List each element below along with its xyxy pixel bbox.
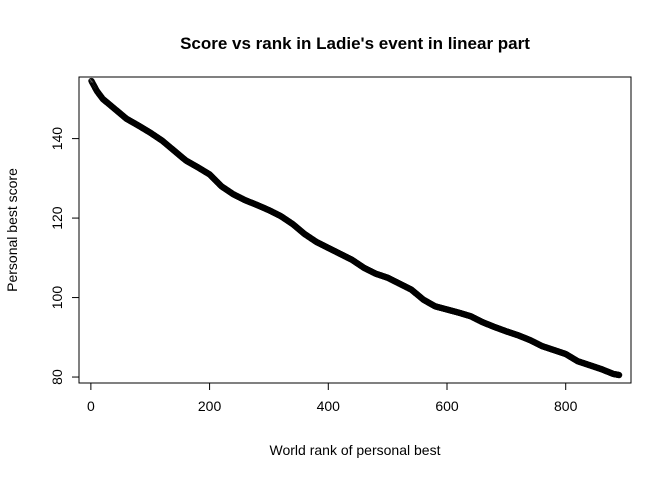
x-tick-label: 600 (435, 398, 459, 414)
plot-frame (78, 76, 632, 384)
data-points (88, 77, 623, 379)
y-axis: 80 100 120 140 (49, 127, 80, 385)
x-axis: 0 200 400 600 800 (87, 382, 578, 414)
data-point (615, 371, 623, 379)
chart-title: Score vs rank in Ladie's event in linear… (180, 34, 530, 53)
y-tick-label: 100 (49, 286, 65, 310)
x-tick-label: 0 (87, 398, 95, 414)
y-tick-label: 140 (49, 127, 65, 151)
x-tick-label: 400 (317, 398, 341, 414)
x-axis-label: World rank of personal best (270, 442, 441, 458)
y-tick-label: 80 (49, 369, 65, 385)
y-axis-label: Personal best score (4, 168, 20, 292)
x-tick-label: 200 (198, 398, 222, 414)
y-tick-label: 120 (49, 206, 65, 230)
x-tick-label: 800 (554, 398, 578, 414)
